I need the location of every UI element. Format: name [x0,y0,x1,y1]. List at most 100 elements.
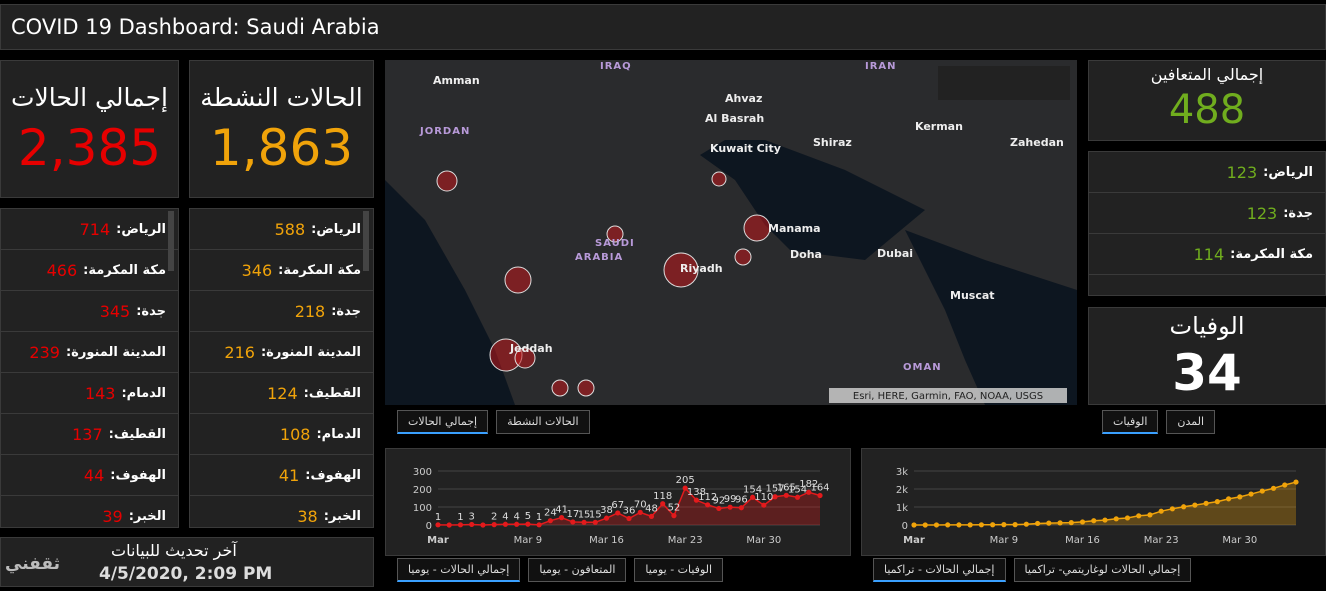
y-tick-label: 100 [413,503,432,514]
point [933,522,940,528]
list-row: الرياض: 714 [1,209,178,250]
data-label: 36 [623,506,636,517]
map-tabs: إجمالي الحالات الحالات النشطة [397,410,590,434]
y-tick-label: 0 [426,521,432,532]
label: الوفيات [1169,312,1245,340]
city: مكة المكرمة: [1230,246,1313,262]
list-row: الهفوف: 44 [1,455,178,496]
data-label: 41 [555,505,568,516]
data-label: 2 [491,512,497,523]
point [581,519,587,525]
active-list[interactable]: الرياض: 588 مكة المكرمة: 346 جدة: 218 المدينة … [189,208,374,528]
data-label: 118 [653,491,672,502]
gulf [700,140,925,260]
map-circle [504,266,532,294]
count: 714 [79,219,111,239]
point [716,505,722,512]
count: 239 [29,342,60,362]
data-label: 38 [600,505,613,516]
data-label: 5 [525,511,531,522]
data-label: 157 [766,484,785,495]
list-row: الرياض: 588 [190,209,373,250]
scrollbar[interactable] [363,211,369,271]
list-row: مكة المكرمة: 114 [1089,234,1325,275]
map[interactable]: Esri, HERE, Garmin, FAO, NOAA, USGS IRAQ… [385,60,1077,405]
count: 588 [274,219,306,239]
tab[interactable]: إجمالي الحالات لوغاريتمي- تراكميا [1013,558,1192,582]
map-label: ARABIA [575,252,623,263]
tab[interactable]: الوفيات [1102,410,1159,434]
x-tick-label: Mar 16 [1065,535,1100,546]
map-circle [436,170,458,192]
x-tick-label: Mar 23 [1144,535,1179,546]
point [922,522,928,528]
point [648,513,655,519]
count: 124 [267,383,298,403]
watermark: ثقفني [5,554,60,574]
point [435,522,441,528]
recovered-list[interactable]: الرياض: 123 جدة: 123 مكة المكرمة: 114 [1088,151,1326,296]
tab[interactable]: إجمالي الحالات [397,410,489,434]
data-label: 17 [566,509,579,520]
data-label: 110 [754,492,773,503]
point [1214,499,1220,505]
point [1169,506,1176,512]
x-tick-label: Mar [427,535,449,546]
point [536,522,542,528]
count: 346 [241,260,273,280]
scrollbar[interactable] [168,211,174,271]
update-panel: ثقفني آخر تحديث للبيانات 4/5/2020, 2:09 … [0,537,374,587]
map-label: Ahvaz [725,92,762,105]
point [772,494,778,500]
point [1158,508,1164,514]
count: 123 [1226,162,1258,182]
x-tick-label: Mar 16 [589,535,624,546]
list-row: القطيف: 137 [1,414,178,455]
point [446,522,452,528]
point [660,501,666,507]
map-toolbar[interactable] [938,66,1070,100]
list-row: الخبر: 38 [190,496,373,527]
chart2-panel: 0 1k 2k 3k Mar Mar 9 Mar 16 Mar 23 Mar 30 [861,448,1326,556]
city: مكة المكرمة: [278,262,361,278]
sea [905,230,1077,405]
point [1192,502,1198,508]
y-tick-label: 200 [413,485,432,496]
tab[interactable]: الحالات النشطة [496,410,590,434]
city: جدة: [136,303,166,319]
label: إجمالي الحالات [11,83,168,112]
list-row: الهفوف: 41 [190,455,373,496]
list-row: القطيف: 124 [190,373,373,414]
data-label: 67 [611,500,624,511]
value: 2,385 [17,119,162,177]
city: الرياض: [116,221,166,237]
point [990,522,996,528]
data-label: 205 [676,475,695,486]
total-list[interactable]: الرياض: 714 مكة المكرمة: 466 جدة: 345 المدينة … [0,208,179,528]
point [637,509,643,515]
tab[interactable]: إجمالي الحالات - يوميا [397,558,521,582]
y-tick-label: 1k [896,503,908,514]
map-circle [514,347,536,369]
tab[interactable]: المدن [1166,410,1215,434]
map-circle [577,379,595,397]
point [514,521,520,527]
point [783,492,789,498]
point [1113,516,1119,522]
data-label: 24 [544,508,557,519]
x-tick-label: Mar 30 [1222,535,1257,546]
city: الرياض: [311,221,361,237]
chart1-panel: 0 100 200 300 Mar Mar 9 Mar 16 Mar 23 Mar 30 1 1 3 2… [385,448,851,556]
tab[interactable]: الوفيات - يوميا [634,558,724,582]
list-row: مكة المكرمة: 346 [190,250,373,291]
point [592,519,598,525]
count: 218 [294,301,326,321]
tab[interactable]: المتعافون - يوميا [528,558,627,582]
deaths-panel: الوفيات 34 [1088,307,1326,405]
data-label: 52 [668,503,681,514]
x-tick-label: Mar 9 [514,535,542,546]
map-label: Manama [768,222,821,235]
tab[interactable]: إجمالي الحالات - تراكميا [873,558,1006,582]
